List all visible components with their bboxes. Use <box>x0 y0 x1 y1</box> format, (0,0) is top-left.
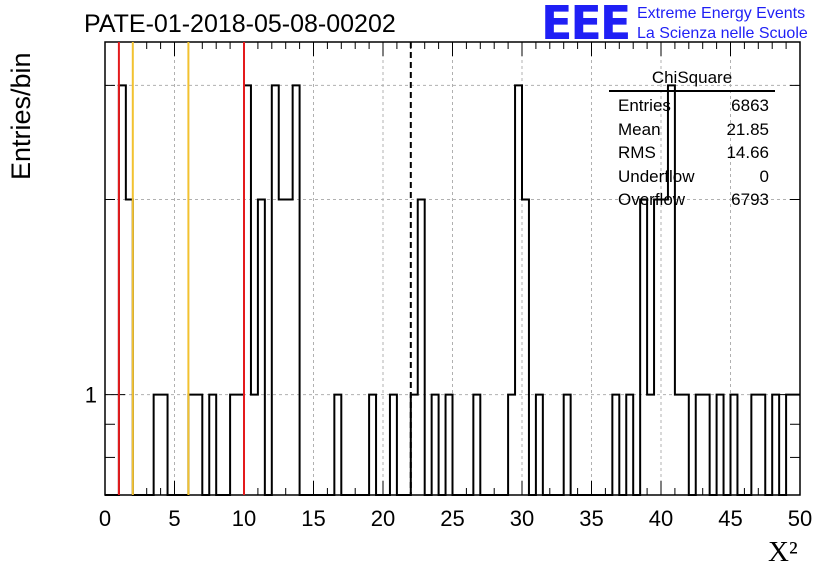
stat-value: 0 <box>759 166 769 186</box>
histogram-bin <box>195 395 202 495</box>
histogram-bin <box>334 395 341 495</box>
x-tick-label: 35 <box>579 506 603 531</box>
histogram-series <box>105 84 800 496</box>
histogram-bin <box>286 200 293 495</box>
eee-logo: EEE <box>541 0 631 50</box>
histogram-bin <box>661 200 668 495</box>
x-tick-label: 20 <box>371 506 395 531</box>
histogram-bin <box>237 395 244 495</box>
histogram-bin <box>251 395 258 495</box>
stat-value: 14.66 <box>726 143 769 162</box>
y-tick-label: 1 <box>85 383 97 408</box>
stat-label: Overflow <box>618 190 686 209</box>
histogram-bin <box>244 85 251 495</box>
histogram-bin <box>230 395 237 495</box>
brand-block: EEE Extreme Energy Events La Scienza nel… <box>541 0 831 50</box>
histogram-bin <box>522 200 529 495</box>
x-tick-label: 40 <box>649 506 673 531</box>
histogram-bin <box>508 395 515 495</box>
histogram-bin <box>536 395 543 495</box>
x-tick-label: 50 <box>788 506 812 531</box>
histogram-bin <box>675 395 682 495</box>
stat-row-overflow: Overflow 6793 <box>609 188 775 212</box>
stat-label: RMS <box>618 143 656 162</box>
stats-box: ChiSquare Entries 6863 Mean 21.85 RMS 14.66… <box>609 68 775 212</box>
histogram-bin <box>188 395 195 495</box>
histogram-bin <box>612 395 619 495</box>
histogram-bin <box>272 85 279 495</box>
x-tick-label: 30 <box>510 506 534 531</box>
histogram-bin <box>161 395 168 495</box>
histogram-bin <box>703 395 710 495</box>
histogram-bin <box>473 395 480 495</box>
histogram-bin <box>369 395 376 495</box>
stat-row-mean: Mean 21.85 <box>609 118 775 142</box>
histogram-bin <box>696 395 703 495</box>
histogram-bin <box>682 395 689 495</box>
histogram-bin <box>432 395 439 495</box>
stat-label: Underflow <box>618 166 695 186</box>
chart-title: PATE-01-2018-05-08-00202 <box>84 10 396 38</box>
histogram-bin <box>647 395 654 495</box>
histogram-bin <box>390 395 397 495</box>
histogram-bin <box>515 85 522 495</box>
y-axis-label: Entries/bin <box>6 52 36 180</box>
histogram-bin <box>411 395 418 495</box>
histogram-bin <box>640 200 647 495</box>
histogram-bin <box>654 200 661 495</box>
histogram-bin <box>772 395 779 495</box>
x-tick-label: 0 <box>99 506 111 531</box>
stats-divider <box>609 90 775 92</box>
stat-row-entries: Entries 6863 <box>609 94 775 118</box>
histogram-bin <box>258 200 265 495</box>
histogram-bin <box>717 395 724 495</box>
histogram-bin <box>564 395 571 495</box>
histogram-bin <box>119 85 126 495</box>
stat-label: Entries <box>618 96 671 115</box>
stats-title: ChiSquare <box>651 68 733 87</box>
stat-value: 6863 <box>731 96 769 115</box>
x-axis-label: X² <box>768 536 798 568</box>
x-tick-label: 5 <box>168 506 180 531</box>
histogram-bin <box>786 395 793 495</box>
stat-row-rms: RMS 14.66 <box>609 141 775 165</box>
x-tick-label: 15 <box>301 506 325 531</box>
histogram-bin <box>751 395 758 495</box>
brand-line-2: La Scienza nelle Scuole <box>637 25 808 42</box>
histogram-bin <box>758 395 765 495</box>
x-tick-label: 25 <box>440 506 464 531</box>
histogram-bin <box>279 200 286 495</box>
stat-label: Mean <box>618 119 661 139</box>
x-tick-label: 10 <box>232 506 256 531</box>
histogram-bin <box>731 395 738 495</box>
histogram-bin <box>626 395 633 495</box>
histogram-bin <box>126 200 133 495</box>
histogram-bin <box>446 395 453 495</box>
stat-row-underflow: Underflow 0 <box>609 165 775 189</box>
histogram-bin <box>293 85 300 495</box>
histogram-bin <box>418 200 425 495</box>
stat-value: 21.85 <box>726 119 769 139</box>
stat-value: 6793 <box>731 190 769 209</box>
histogram-bin <box>154 395 161 495</box>
brand-line-1: Extreme Energy Events <box>637 5 806 22</box>
histogram-bin <box>209 395 216 495</box>
x-tick-label: 45 <box>718 506 742 531</box>
histogram-bin <box>793 395 800 495</box>
